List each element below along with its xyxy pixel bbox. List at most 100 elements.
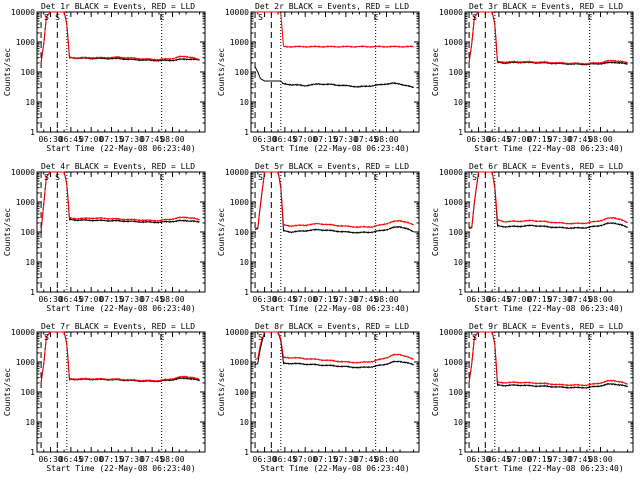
x-tick-label: 07:30 <box>334 455 358 464</box>
y-tick-label: 10 <box>453 418 463 427</box>
start-marker-label: S <box>258 173 263 182</box>
y-tick-label: 1000 <box>16 198 35 207</box>
end-marker-label: E <box>374 333 379 342</box>
x-tick-label: 08:00 <box>160 295 184 304</box>
x-axis-label: Start Time (22-May-08 06:23:40) <box>260 144 409 153</box>
x-axis-label: Start Time (22-May-08 06:23:40) <box>474 304 623 313</box>
y-tick-label: 10 <box>239 418 249 427</box>
y-tick-label: 100 <box>449 68 464 77</box>
x-tick-label: 06:45 <box>59 135 83 144</box>
start-marker-label: S <box>44 13 49 22</box>
panel-4: Det 4r BLACK = Events, RED = LLD 1 10 100 10… <box>3 162 206 313</box>
y-axis-label: Counts/sec <box>3 208 12 256</box>
x-tick-label: 06:45 <box>487 455 511 464</box>
y-tick-label: 1000 <box>230 198 249 207</box>
x-tick-label: 07:30 <box>120 135 144 144</box>
y-tick-label: 1000 <box>230 358 249 367</box>
y-axis-label: Counts/sec <box>217 48 226 96</box>
y-axis-label: Counts/sec <box>431 208 440 256</box>
x-tick-label: 06:45 <box>487 135 511 144</box>
y-axis-label: Counts/sec <box>431 48 440 96</box>
y-axis-label: Counts/sec <box>3 368 12 416</box>
x-tick-label: 07:45 <box>568 295 592 304</box>
x-axis-label: Start Time (22-May-08 06:23:40) <box>474 144 623 153</box>
y-tick-label: 100 <box>21 388 36 397</box>
plot-frame <box>36 331 206 453</box>
panel-5: Det 5r BLACK = Events, RED = LLD 1 10 100 10… <box>217 162 420 313</box>
events-series-line <box>40 171 200 233</box>
y-tick-label: 1000 <box>444 358 463 367</box>
x-tick-label: 08:00 <box>588 455 612 464</box>
x-tick-label: 07:15 <box>313 135 337 144</box>
x-tick-label: 06:45 <box>59 295 83 304</box>
x-tick-label: 07:15 <box>313 455 337 464</box>
events-series-line <box>40 331 200 384</box>
end-marker-label: E <box>588 13 593 22</box>
panel-title: Det 3r BLACK = Events, RED = LLD <box>469 2 623 11</box>
x-tick-label: 06:30 <box>39 295 63 304</box>
y-tick-label: 10000 <box>439 168 463 177</box>
lld-series-line <box>40 11 200 64</box>
y-tick-label: 10 <box>239 98 249 107</box>
x-tick-label: 08:00 <box>374 295 398 304</box>
x-tick-label: 06:30 <box>467 135 491 144</box>
events-series-line <box>254 171 414 234</box>
lld-series-line <box>254 171 414 230</box>
y-tick-label: 1000 <box>16 38 35 47</box>
y-tick-label: 10 <box>453 258 463 267</box>
plot-frame <box>36 171 206 293</box>
y-axis-label: Counts/sec <box>3 48 12 96</box>
y-tick-label: 1000 <box>444 38 463 47</box>
start-marker-label: S <box>44 173 49 182</box>
y-tick-label: 1 <box>458 128 463 137</box>
x-tick-label: 07:30 <box>548 135 572 144</box>
plot-frame <box>250 331 420 453</box>
panel-title: Det 6r BLACK = Events, RED = LLD <box>469 162 623 171</box>
x-tick-label: 06:30 <box>39 135 63 144</box>
x-tick-label: 07:00 <box>79 455 103 464</box>
x-tick-label: 07:15 <box>527 295 551 304</box>
x-axis-label: Start Time (22-May-08 06:23:40) <box>46 464 195 473</box>
y-axis-label: Counts/sec <box>217 208 226 256</box>
x-tick-label: 07:30 <box>334 295 358 304</box>
x-tick-label: 07:15 <box>99 135 123 144</box>
x-tick-label: 07:30 <box>120 455 144 464</box>
panel-2: Det 2r BLACK = Events, RED = LLD 1 10 100 10… <box>217 2 420 153</box>
plot-frame <box>464 11 634 133</box>
x-tick-label: 06:45 <box>273 455 297 464</box>
x-tick-label: 07:15 <box>99 295 123 304</box>
y-tick-label: 10000 <box>11 168 35 177</box>
y-tick-label: 1 <box>244 128 249 137</box>
y-tick-label: 100 <box>449 228 464 237</box>
x-tick-label: 06:45 <box>487 295 511 304</box>
y-tick-label: 100 <box>21 68 36 77</box>
x-tick-label: 07:00 <box>79 295 103 304</box>
x-tick-label: 07:00 <box>507 295 531 304</box>
y-tick-label: 100 <box>449 388 464 397</box>
x-tick-label: 06:45 <box>59 455 83 464</box>
y-tick-label: 1 <box>30 448 35 457</box>
lld-series-line <box>468 11 628 66</box>
lld-series-line <box>255 11 414 49</box>
y-tick-label: 100 <box>21 228 36 237</box>
panel-title: Det 1r BLACK = Events, RED = LLD <box>41 2 195 11</box>
end-marker-label: E <box>588 333 593 342</box>
x-axis-label: Start Time (22-May-08 06:23:40) <box>260 464 409 473</box>
x-tick-label: 06:45 <box>273 135 297 144</box>
x-tick-label: 07:45 <box>568 135 592 144</box>
start-marker-label: S <box>55 13 60 22</box>
panel-title: Det 8r BLACK = Events, RED = LLD <box>255 322 409 331</box>
lld-series-line <box>468 331 628 387</box>
y-tick-label: 1 <box>244 288 249 297</box>
x-tick-label: 07:00 <box>293 135 317 144</box>
start-marker-label: S <box>44 333 49 342</box>
start-marker-label: S <box>258 13 263 22</box>
x-tick-label: 06:30 <box>39 455 63 464</box>
events-series-line <box>468 171 628 230</box>
x-tick-label: 07:45 <box>354 135 378 144</box>
lld-series-line <box>254 331 414 364</box>
plot-frame <box>464 171 634 293</box>
y-tick-label: 10000 <box>11 8 35 17</box>
start-marker-label: S <box>472 333 477 342</box>
x-tick-label: 08:00 <box>160 135 184 144</box>
